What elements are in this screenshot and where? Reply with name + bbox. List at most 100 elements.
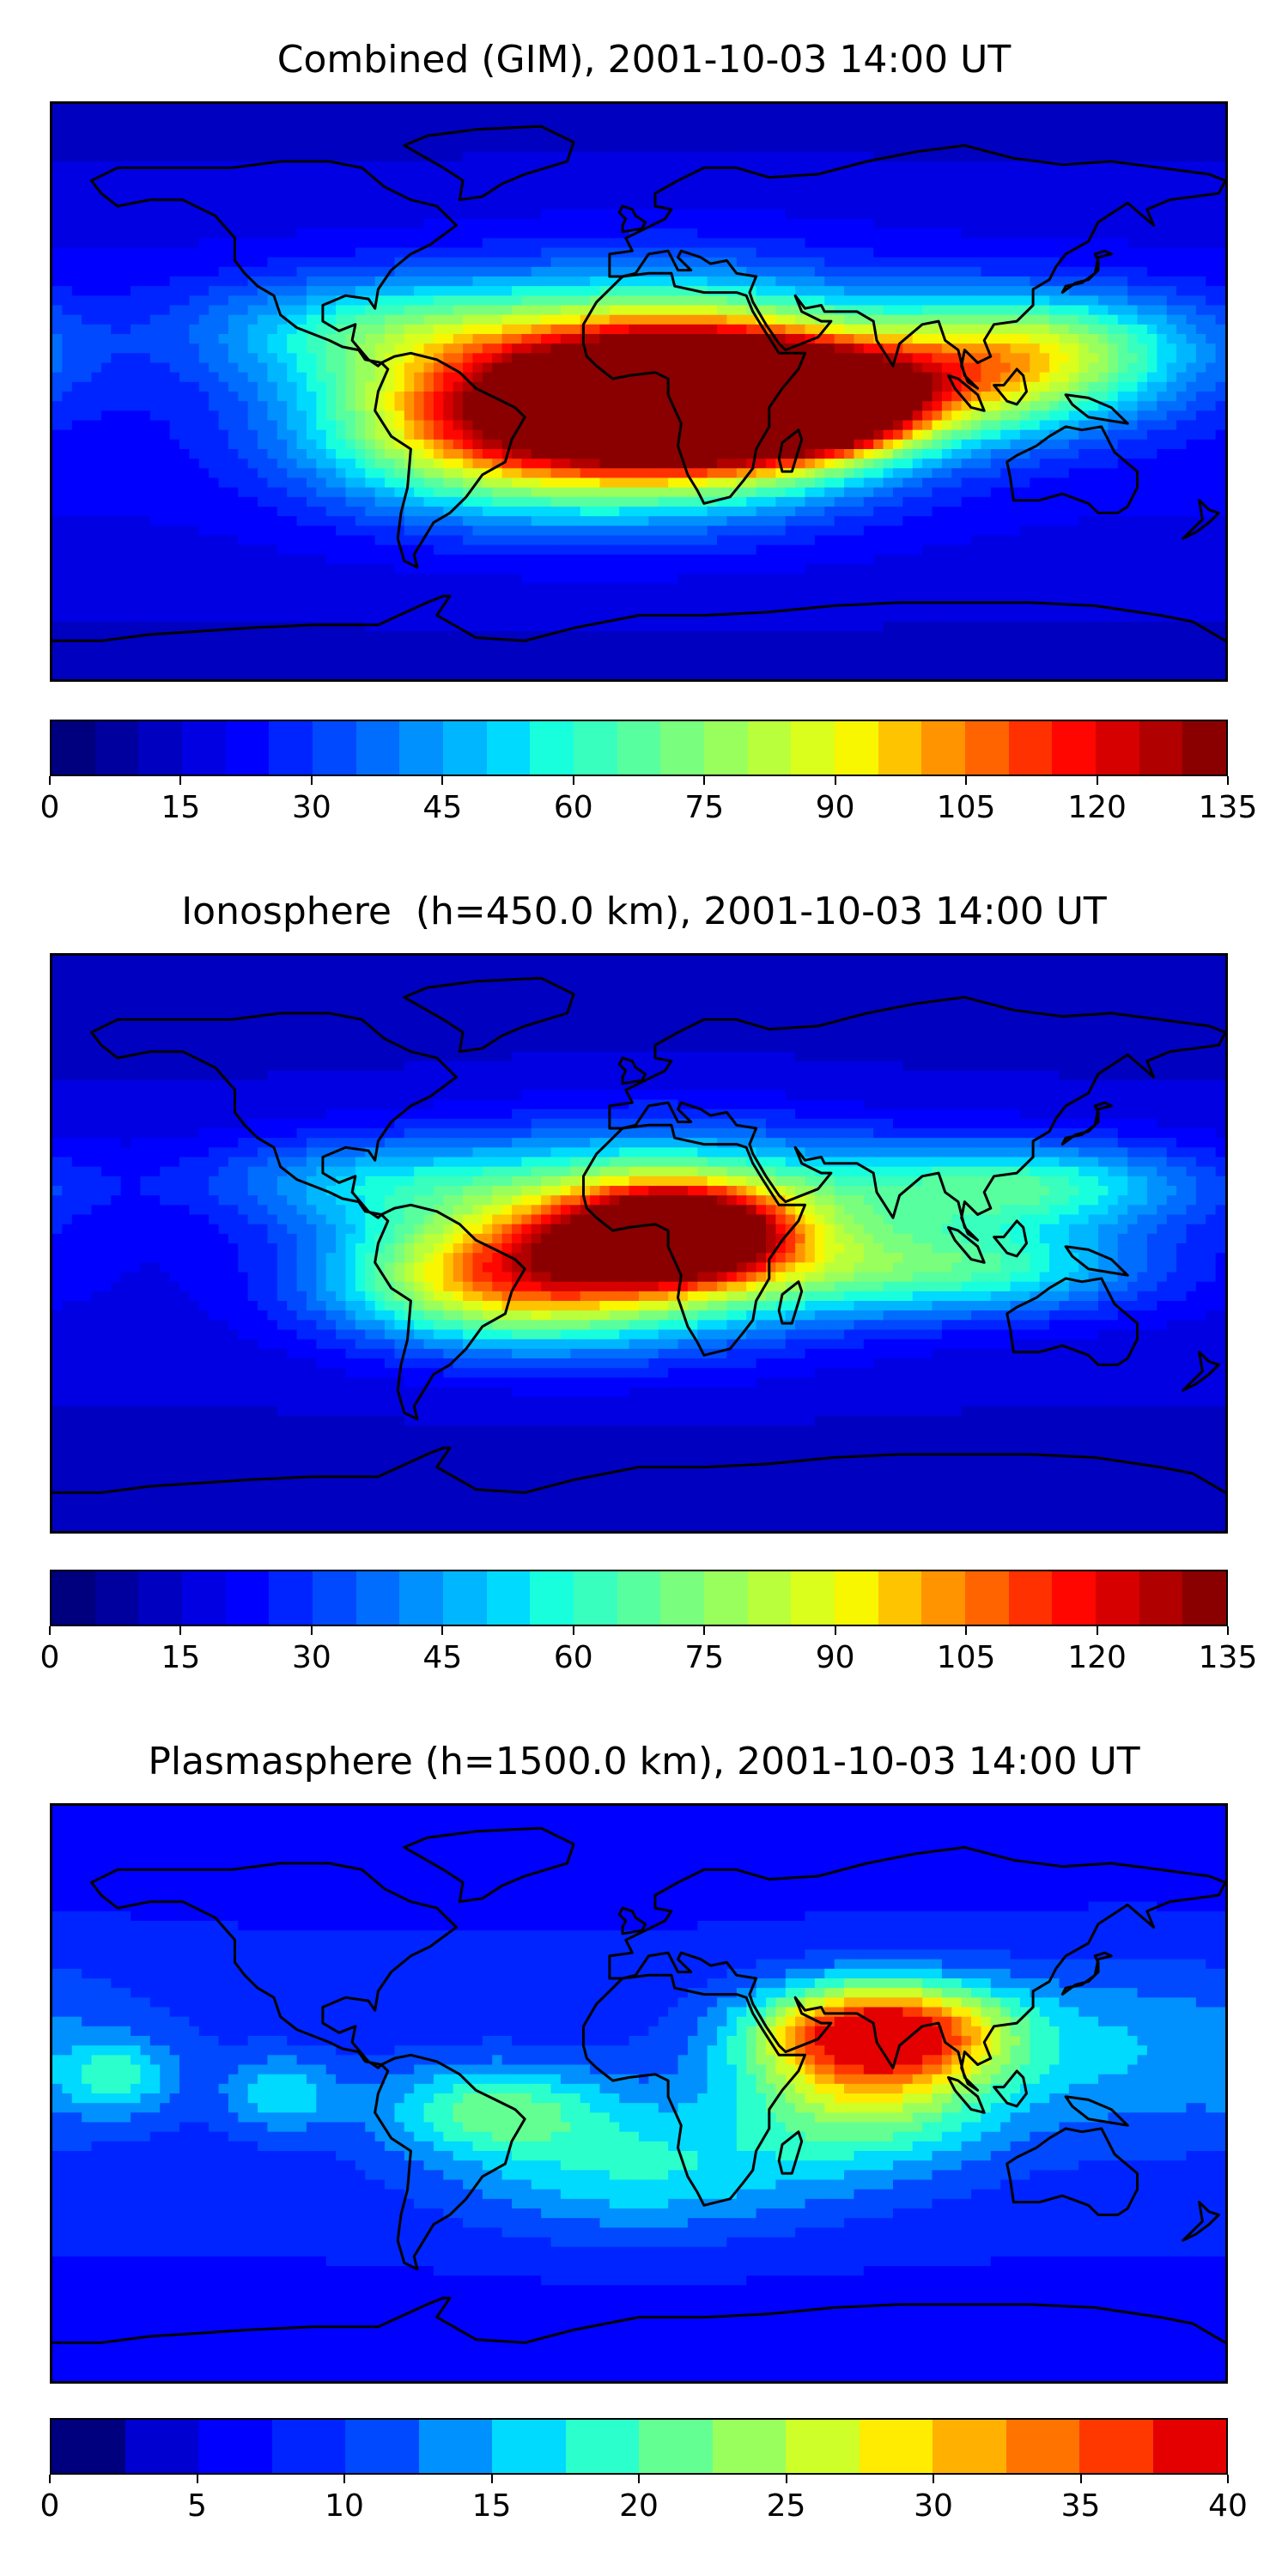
colorbar-level-10	[486, 721, 531, 775]
coastline-japan	[1060, 1101, 1113, 1146]
colorbar-ticks: 0 15 30 45 60 75 90 105 120 135	[40, 776, 1257, 828]
colorbar-tick-mark	[441, 1626, 444, 1635]
colorbar-level-25	[1139, 721, 1183, 775]
colorbar-level-4	[225, 721, 270, 775]
colorbar-level-4	[345, 2420, 419, 2473]
colorbar-level-21	[965, 721, 1009, 775]
colorbar-level-25	[1139, 1571, 1183, 1625]
colorbar-tick-mark	[1227, 1626, 1229, 1635]
coastline-madagascar	[777, 1280, 804, 1325]
colorbar-tick-label: 5	[187, 2488, 207, 2524]
colorbar-level-2	[138, 1571, 183, 1625]
colorbar-tick-mark	[638, 2475, 640, 2483]
coastline-eurasia	[608, 995, 1225, 1242]
coastline-sumatra	[947, 1225, 986, 1264]
coastline-borneo	[993, 368, 1028, 406]
colorbar-tick-mark	[703, 776, 706, 785]
colorbar-level-7	[355, 1571, 400, 1625]
colorbar-level-0	[52, 2420, 125, 2473]
colorbar-tick-label: 105	[937, 1640, 996, 1675]
colorbar-tick-label: 90	[816, 790, 855, 825]
colorbar-level-20	[921, 721, 966, 775]
colorbar-level-24	[1096, 1571, 1139, 1625]
colorbar-level-8	[399, 721, 444, 775]
colorbar-tick-label: 0	[40, 790, 60, 825]
tec-grid	[52, 1806, 1225, 2381]
tec-grid	[52, 104, 1225, 679]
coastline-africa	[582, 271, 806, 505]
tec-map	[50, 953, 1228, 1534]
coastline-new-zealand	[1182, 2201, 1220, 2242]
tec-map	[50, 1803, 1228, 2384]
colorbar-tick-mark	[310, 1626, 313, 1635]
colorbar-tick-mark	[490, 2475, 493, 2483]
colorbar-level-13	[617, 721, 661, 775]
panel-title: Ionosphere (h=450.0 km), 2001-10-03 14:0…	[0, 890, 1288, 933]
coastline-greenland	[403, 125, 575, 202]
coastline-eurasia	[608, 1845, 1225, 2092]
colorbar-tick-label: 15	[161, 1640, 201, 1675]
colorbar-level-3	[182, 721, 226, 775]
colorbar-level-1	[94, 1571, 139, 1625]
colorbar-tick-mark	[1079, 2475, 1082, 2483]
coastline-borneo	[993, 2069, 1028, 2108]
coastline-madagascar	[777, 428, 804, 473]
colorbar-tick-label: 0	[40, 2488, 60, 2524]
colorbar-tick-mark	[834, 1626, 836, 1635]
colorbar-level-18	[835, 1571, 878, 1625]
colorbar-level-15	[704, 1571, 748, 1625]
colorbar-level-6	[313, 721, 356, 775]
colorbar-tick-mark	[1227, 776, 1229, 785]
colorbar-level-11	[530, 721, 574, 775]
coastline-greenland	[403, 976, 575, 1054]
colorbar-level-12	[574, 721, 617, 775]
colorbar-level-6	[492, 2420, 566, 2473]
colorbar-level-19	[878, 1571, 922, 1625]
colorbar-tick-label: 25	[767, 2488, 806, 2524]
coastline-madagascar	[777, 2130, 804, 2175]
coastlines	[52, 976, 1225, 1494]
coastline-new-zealand	[1182, 1351, 1220, 1392]
colorbar-level-23	[1052, 721, 1097, 775]
coastline-north-america	[90, 1862, 458, 2069]
coastline-japan	[1060, 249, 1113, 295]
colorbar-tick-label: 45	[422, 790, 462, 825]
tec-field-plot	[52, 1806, 1225, 2381]
colorbar-level-17	[791, 721, 835, 775]
colorbar-level-15	[704, 721, 748, 775]
coastline-borneo	[993, 1219, 1028, 1258]
tec-field-plot	[52, 956, 1225, 1531]
colorbar-tick-mark	[310, 776, 313, 785]
colorbar-tick-mark	[933, 2475, 934, 2483]
colorbar-tick-mark	[179, 776, 182, 785]
colorbar-tick-label: 10	[325, 2488, 364, 2524]
coastline-eurasia	[608, 143, 1225, 390]
colorbar-level-23	[1052, 1571, 1097, 1625]
coastline-north-america	[90, 1012, 458, 1219]
coastlines	[52, 1826, 1225, 2344]
colorbar-tick-label: 60	[554, 1640, 593, 1675]
coastline-australia	[1005, 1277, 1139, 1366]
colorbar-tick-mark	[1096, 776, 1098, 785]
colorbar-level-14	[1079, 2420, 1153, 2473]
colorbar-tick-label: 0	[40, 1640, 60, 1675]
colorbar-tick-label: 105	[937, 790, 996, 825]
colorbar-level-22	[1008, 721, 1053, 775]
colorbar-tick-label: 75	[684, 1640, 724, 1675]
coastline-australia	[1005, 425, 1139, 514]
coastline-new-guinea	[1064, 1245, 1129, 1277]
tec-map	[50, 101, 1228, 682]
colorbar-level-8	[639, 2420, 713, 2473]
colorbar-level-17	[791, 1571, 835, 1625]
colorbar-level-9	[712, 2420, 786, 2473]
colorbar-level-13	[1005, 2420, 1079, 2473]
coastline-antarctica	[52, 2296, 1225, 2344]
colorbar-tick-mark	[703, 1626, 706, 1635]
coastline-antarctica	[52, 1446, 1225, 1494]
colorbar-level-14	[660, 721, 705, 775]
colorbar-level-1	[94, 721, 139, 775]
colorbar-level-15	[1152, 2420, 1226, 2473]
colorbar-level-7	[355, 721, 400, 775]
colorbar-tick-mark	[1096, 1626, 1098, 1635]
colorbar-level-24	[1096, 721, 1139, 775]
